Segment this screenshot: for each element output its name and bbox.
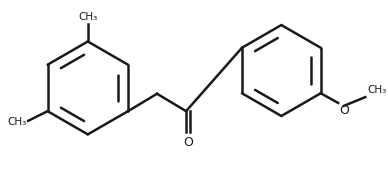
Text: O: O xyxy=(183,136,193,149)
Text: CH₃: CH₃ xyxy=(367,85,386,95)
Text: O: O xyxy=(339,104,349,117)
Text: CH₃: CH₃ xyxy=(78,12,97,22)
Text: CH₃: CH₃ xyxy=(7,117,26,127)
